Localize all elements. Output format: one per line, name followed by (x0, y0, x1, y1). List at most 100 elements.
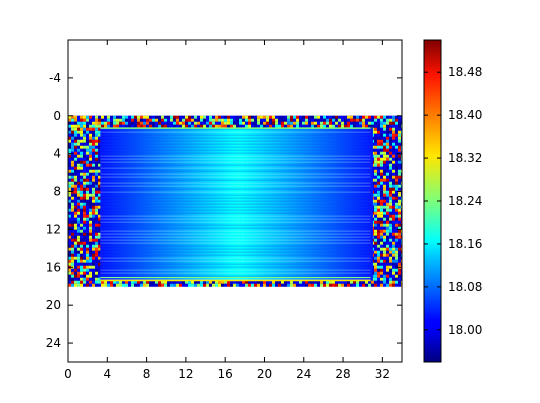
heatmap-cell (149, 121, 152, 125)
heatmap-cell (224, 124, 227, 128)
heatmap-cell (86, 163, 89, 167)
heatmap-cell (380, 145, 383, 149)
heatmap-cell (92, 145, 95, 149)
heatmap-cell (107, 121, 110, 125)
heatmap-cell (71, 157, 74, 161)
heatmap-cell (68, 247, 71, 251)
heatmap-cell (77, 223, 80, 227)
heatmap-cell (80, 139, 83, 143)
heatmap-cell (113, 121, 116, 125)
heatmap-cell (86, 166, 89, 170)
heatmap-cell (398, 166, 401, 170)
heatmap-cell (83, 220, 86, 224)
heatmap-cell (95, 163, 98, 167)
heatmap-cell (89, 193, 92, 197)
heatmap-cell (77, 184, 80, 188)
heatmap-cell (173, 121, 176, 125)
heatmap-cell (104, 124, 107, 128)
heatmap-cell (374, 202, 377, 206)
heatmap-cell (92, 157, 95, 161)
heatmap-cell (68, 163, 71, 167)
heatmap-cell (134, 121, 137, 125)
heatmap-cell (395, 157, 398, 161)
heatmap-cell (83, 157, 86, 161)
heatmap-cell (380, 151, 383, 155)
heatmap-cell (128, 118, 131, 122)
heatmap-cell (77, 133, 80, 137)
heatmap-cell (272, 118, 275, 122)
heatmap-cell (359, 124, 362, 128)
heatmap-cell (398, 241, 401, 245)
heatmap-cell (92, 115, 95, 119)
heatmap-cell (311, 121, 314, 125)
heatmap-cell (380, 220, 383, 224)
heatmap-image (68, 115, 402, 287)
heatmap-cell (398, 121, 401, 125)
heatmap-cell (188, 118, 191, 122)
heatmap-cell (260, 118, 263, 122)
heatmap-cell (80, 184, 83, 188)
heatmap-cell (98, 118, 101, 122)
heatmap-cell (215, 124, 218, 128)
heatmap-cell (398, 199, 401, 203)
heatmap-cell (389, 229, 392, 233)
heatmap-cell (278, 124, 281, 128)
heatmap-cell (389, 241, 392, 245)
heatmap-cell (380, 241, 383, 245)
heatmap-cell (71, 118, 74, 122)
heatmap-cell (389, 166, 392, 170)
heatmap-cell (326, 124, 329, 128)
heatmap-cell (89, 151, 92, 155)
heatmap-cell (392, 226, 395, 230)
heatmap-cell (287, 118, 290, 122)
heatmap-cell (170, 121, 173, 125)
heatmap-cell (203, 121, 206, 125)
heatmap-cell (374, 151, 377, 155)
heatmap-cell (368, 118, 371, 122)
heatmap-cell (389, 208, 392, 212)
heatmap-cell (254, 118, 257, 122)
heatmap-cell (71, 136, 74, 140)
heatmap-cell (77, 151, 80, 155)
heatmap-cell (140, 124, 143, 128)
heatmap-cell (83, 160, 86, 164)
heatmap-cell (149, 115, 152, 119)
heatmap-cell (383, 184, 386, 188)
heatmap-cell (377, 235, 380, 239)
heatmap-cell (398, 160, 401, 164)
heatmap-cell (83, 205, 86, 209)
heatmap-cell (356, 121, 359, 125)
heatmap-cell (107, 115, 110, 119)
heatmap-cell (113, 118, 116, 122)
heatmap-cell (302, 118, 305, 122)
heatmap-cell (98, 154, 101, 158)
heatmap-cell (374, 208, 377, 212)
heatmap-cell (281, 115, 284, 119)
heatmap-cell (377, 181, 380, 185)
heatmap-cell (392, 184, 395, 188)
heatmap-cell (272, 124, 275, 128)
heatmap-cell (206, 121, 209, 125)
heatmap-cell (98, 133, 101, 137)
heatmap-cell (77, 190, 80, 194)
heatmap-cell (377, 115, 380, 119)
heatmap-cell (305, 118, 308, 122)
heatmap-cell (353, 121, 356, 125)
heatmap-cell (281, 118, 284, 122)
heatmap-cell (377, 193, 380, 197)
heatmap-cell (92, 142, 95, 146)
heatmap-cell (386, 211, 389, 215)
heatmap-cell (89, 142, 92, 146)
heatmap-cell (68, 181, 71, 185)
heatmap-cell (77, 115, 80, 119)
heatmap-cell (380, 115, 383, 119)
heatmap-cell (284, 115, 287, 119)
heatmap-cell (71, 220, 74, 224)
heatmap-cell (395, 187, 398, 191)
heatmap-cell (335, 121, 338, 125)
heatmap-cell (389, 124, 392, 128)
heatmap-cell (386, 193, 389, 197)
heatmap-cell (254, 121, 257, 125)
heatmap-cell (380, 121, 383, 125)
heatmap-cell (68, 223, 71, 227)
